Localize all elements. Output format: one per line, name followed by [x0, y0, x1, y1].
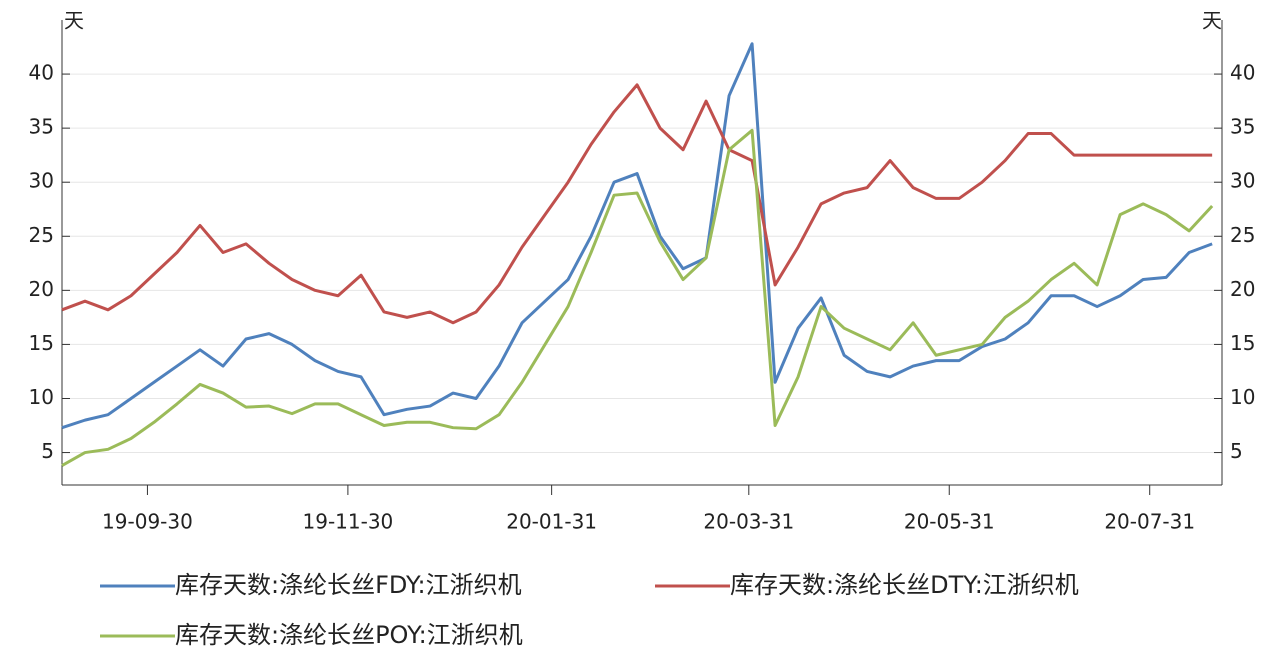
x-tick-label: 19-09-30	[102, 510, 193, 534]
x-tick-label: 19-11-30	[303, 510, 394, 534]
y2-tick-label: 15	[1230, 331, 1255, 355]
x-tick-label: 20-07-31	[1104, 510, 1195, 534]
y-tick-label: 30	[29, 169, 54, 193]
x-tick-label: 20-03-31	[703, 510, 794, 534]
legend-label: 库存天数:涤纶长丝DTY:江浙织机	[730, 571, 1079, 599]
y-tick-label: 35	[29, 115, 54, 139]
y-tick-label: 10	[29, 385, 54, 409]
y-tick-label: 15	[29, 331, 54, 355]
y-tick-label: 20	[29, 277, 54, 301]
y2-tick-label: 20	[1230, 277, 1255, 301]
series-line	[61, 83, 1213, 325]
y2-unit: 天	[1202, 9, 1222, 33]
y2-tick-label: 35	[1230, 115, 1255, 139]
y2-tick-label: 10	[1230, 385, 1255, 409]
y-tick-label: 40	[29, 61, 54, 85]
legend-label: 库存天数:涤纶长丝POY:江浙织机	[175, 621, 523, 649]
y-tick-label: 5	[41, 439, 54, 463]
y2-tick-label: 30	[1230, 169, 1255, 193]
x-tick-label: 20-01-31	[506, 510, 597, 534]
x-tick-label: 20-05-31	[904, 510, 995, 534]
y-tick-label: 25	[29, 223, 54, 247]
y2-tick-label: 40	[1230, 61, 1255, 85]
y2-tick-label: 25	[1230, 223, 1255, 247]
legend-label: 库存天数:涤纶长丝FDY:江浙织机	[175, 571, 522, 599]
series-line	[61, 42, 1213, 430]
y-unit: 天	[64, 9, 84, 33]
y2-tick-label: 5	[1230, 439, 1243, 463]
series-line	[61, 128, 1214, 467]
